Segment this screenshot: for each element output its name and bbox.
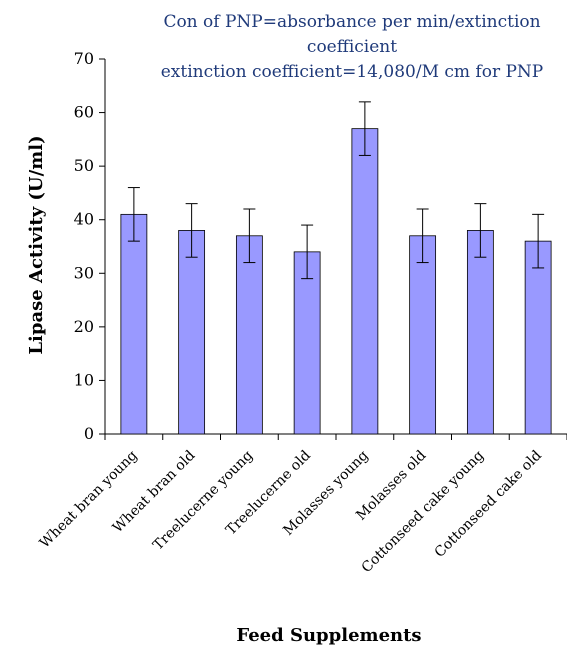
bar [178,230,206,435]
bar [409,235,437,435]
bar [293,251,321,435]
bar [235,235,263,435]
x-axis-title: Feed Supplements [236,625,421,646]
y-tick-label: 0 [84,424,94,443]
y-ticks: 0 10 20 30 40 50 60 70 [74,49,105,443]
annotation-line-3: extinction coefficient=14,080/M cm for P… [161,62,544,82]
bar [466,230,494,435]
y-tick-label: 40 [74,210,94,229]
bar [351,128,379,435]
annotation-line-2: coefficient [307,37,397,57]
y-tick-label: 10 [74,370,94,389]
y-tick-label: 70 [74,49,94,68]
x-tick-label: Cottonseed cake young [359,447,488,576]
chart-annotations: Con of PNP=absorbance per min/extinction… [161,12,544,82]
annotation-line-1: Con of PNP=absorbance per min/extinction [163,12,540,32]
y-tick-label: 30 [74,263,94,282]
x-tick-label: Treelucerne young [150,447,256,553]
bar [120,213,148,435]
y-tick-label: 50 [74,156,94,175]
y-tick-label: 20 [74,317,94,336]
bar-series [120,101,552,435]
y-axis-title: Lipase Activity (U/ml) [26,135,47,354]
y-tick-label: 60 [74,103,94,122]
x-tick-label: Wheat bran young [37,447,141,551]
x-tick-label: Cottonseed cake old [432,447,545,560]
bar [524,240,552,435]
